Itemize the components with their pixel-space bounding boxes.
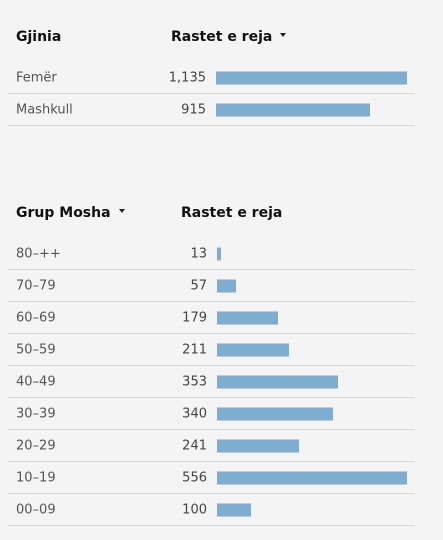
value-label: 100 — [182, 502, 207, 517]
value-label: 57 — [190, 278, 207, 293]
category-label: 30–39 — [16, 406, 56, 421]
value-label: 241 — [182, 438, 207, 453]
bar[interactable] — [217, 279, 237, 292]
age-group-column-header-label: Grup Mosha — [16, 205, 111, 221]
value-label: 556 — [182, 470, 207, 485]
value-label: 13 — [190, 246, 207, 261]
table-row: 30–39 340 — [8, 398, 415, 430]
gender-column-header-label: Gjinia — [16, 29, 62, 45]
gender-value-column-header[interactable]: Rastet e reja — [171, 28, 287, 46]
value-label: 211 — [182, 342, 207, 357]
value-label: 340 — [182, 406, 207, 421]
category-label: 70–79 — [16, 278, 56, 293]
bar[interactable] — [217, 407, 334, 420]
age-group-table-header: Grup Mosha Rastet e reja — [8, 204, 415, 238]
category-label: 40–49 — [16, 374, 56, 389]
value-label: 915 — [181, 102, 206, 117]
value-label: 1,135 — [168, 70, 206, 85]
gender-table: Gjinia Rastet e reja Femër 1,135 Mashkull 9… — [8, 28, 415, 126]
gender-table-header: Gjinia Rastet e reja — [8, 28, 415, 62]
age-group-value-column-header-label: Rastet e reja — [181, 205, 283, 221]
table-row: Mashkull 915 — [8, 94, 415, 126]
sort-caret-icon[interactable] — [280, 33, 287, 37]
category-label: 20–29 — [16, 438, 56, 453]
value-label: 179 — [182, 310, 207, 325]
value-label: 353 — [182, 374, 207, 389]
age-group-value-column-header[interactable]: Rastet e reja — [181, 204, 282, 222]
table-row: 20–29 241 — [8, 430, 415, 462]
gender-value-column-header-label: Rastet e reja — [171, 29, 273, 45]
bar[interactable] — [217, 375, 338, 388]
sort-caret-icon[interactable] — [118, 209, 125, 213]
gender-column-header[interactable]: Gjinia — [16, 28, 61, 46]
category-label: Femër — [16, 70, 57, 85]
bar[interactable] — [217, 471, 407, 484]
table-row: 80–++ 13 — [8, 238, 415, 270]
table-row: 00–09 100 — [8, 494, 415, 526]
table-row: 10–19 556 — [8, 462, 415, 494]
table-row: 50–59 211 — [8, 334, 415, 366]
bar[interactable] — [217, 503, 252, 516]
bar[interactable] — [216, 103, 370, 116]
category-label: 00–09 — [16, 502, 56, 517]
table-row: 40–49 353 — [8, 366, 415, 398]
age-group-column-header[interactable]: Grup Mosha — [16, 204, 125, 222]
category-label: 10–19 — [16, 470, 56, 485]
category-label: Mashkull — [16, 102, 73, 117]
age-group-table-rows: 80–++ 13 70–79 57 60–69 179 50–59 211 40–49 353 30… — [8, 238, 415, 526]
bar[interactable] — [217, 311, 279, 324]
bar[interactable] — [217, 247, 222, 260]
table-row: 70–79 57 — [8, 270, 415, 302]
category-label: 60–69 — [16, 310, 56, 325]
table-row: 60–69 179 — [8, 302, 415, 334]
table-row: Femër 1,135 — [8, 62, 415, 94]
category-label: 50–59 — [16, 342, 56, 357]
category-label: 80–++ — [16, 246, 61, 261]
age-group-table: Grup Mosha Rastet e reja 80–++ 13 70–79 57 6… — [8, 204, 415, 526]
bar[interactable] — [216, 71, 407, 84]
bar[interactable] — [217, 343, 290, 356]
gender-table-rows: Femër 1,135 Mashkull 915 — [8, 62, 415, 126]
bar[interactable] — [217, 439, 300, 452]
